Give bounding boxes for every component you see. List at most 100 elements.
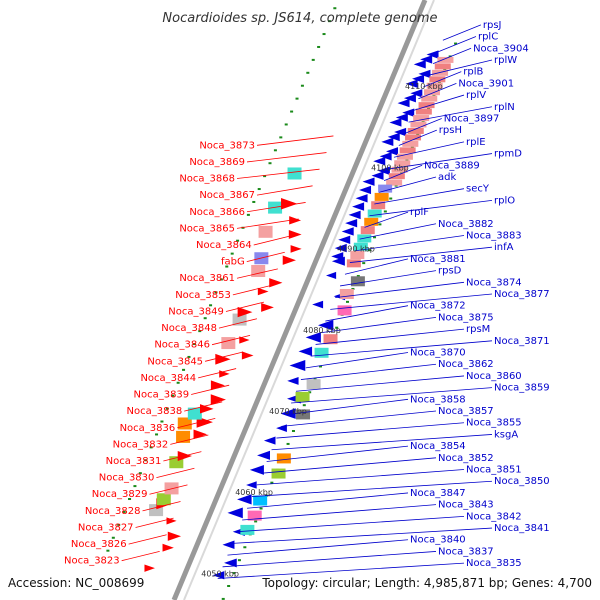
reverse-gene-box <box>314 347 329 358</box>
scale-tick-label: 4110 kbp <box>405 82 443 91</box>
reverse-gene-box <box>350 276 365 287</box>
reverse-label-leader <box>325 305 409 322</box>
map-title: Nocardioides sp. JS614, complete genome <box>162 11 437 26</box>
gc-mark <box>259 507 263 510</box>
reverse-gene-label: rpsJ <box>483 20 502 31</box>
gc-mark <box>351 287 355 290</box>
reverse-gene-box <box>295 391 310 402</box>
reverse-gene-label: Noca_3860 <box>466 371 522 382</box>
gc-mark <box>270 481 274 484</box>
reverse-gene-arrow <box>397 98 410 108</box>
reverse-gene-label: adk <box>438 172 456 183</box>
reverse-gene-label: Noca_3857 <box>438 406 494 417</box>
forward-gene-box <box>287 167 302 180</box>
gc-mark <box>122 510 126 513</box>
gc-mark <box>286 442 290 445</box>
reverse-gene-box <box>421 95 438 102</box>
reverse-gene-arrow <box>412 74 425 84</box>
reverse-label-leader <box>354 235 465 252</box>
reverse-label-leader <box>310 340 493 357</box>
gc-mark <box>209 304 213 307</box>
reverse-gene-arrow <box>276 424 287 432</box>
gc-mark <box>346 300 350 303</box>
backbone-line <box>171 0 428 600</box>
forward-gene-label: Noca_3861 <box>179 273 235 284</box>
reverse-label-leader <box>423 71 462 88</box>
forward-gene-box <box>187 407 202 420</box>
gc-mark <box>306 71 310 74</box>
forward-label-leader <box>142 501 181 512</box>
reverse-gene-box <box>437 56 454 63</box>
reverse-gene-arrow <box>312 300 324 309</box>
gc-mark <box>400 171 404 174</box>
forward-gene-arrow <box>269 278 283 288</box>
reverse-gene-box <box>394 160 411 167</box>
reverse-gene-box <box>407 127 424 134</box>
forward-gene-box <box>176 430 191 443</box>
reverse-gene-arrow <box>298 346 313 357</box>
reverse-label-leader <box>251 480 493 497</box>
reverse-gene-arrow <box>331 256 345 266</box>
gc-mark <box>405 158 409 161</box>
forward-gene-box <box>149 504 164 517</box>
gc-mark <box>176 381 180 384</box>
gc-mark <box>117 523 121 526</box>
forward-gene-arrow <box>290 245 302 253</box>
reverse-gene-arrow <box>222 540 235 549</box>
gc-mark <box>230 252 234 255</box>
forward-label-leader <box>128 534 167 545</box>
reverse-gene-label: Noca_3871 <box>494 336 550 347</box>
reverse-gene-arrow <box>362 177 375 186</box>
gc-mark <box>246 213 250 216</box>
reverse-label-leader <box>359 223 437 240</box>
reverse-gene-label: infA <box>494 242 514 253</box>
reverse-gene-box <box>367 209 382 218</box>
reverse-label-leader <box>364 211 409 228</box>
reverse-gene-label: Noca_3840 <box>410 535 466 546</box>
gc-mark <box>389 197 393 200</box>
reverse-gene-box <box>253 495 268 506</box>
reverse-gene-arrow <box>387 132 400 142</box>
reverse-label-leader <box>242 504 437 521</box>
reverse-gene-label: rplF <box>410 207 429 218</box>
reverse-gene-label: rplB <box>463 67 483 78</box>
gc-mark <box>133 485 137 488</box>
reverse-gene-box <box>247 510 262 521</box>
gc-mark <box>318 365 322 368</box>
gc-mark <box>373 236 377 239</box>
reverse-gene-label: Noca_3901 <box>458 78 514 89</box>
reverse-gene-arrow <box>373 157 386 166</box>
gc-mark <box>284 123 288 126</box>
reverse-label-leader <box>320 317 437 334</box>
reverse-gene-arrow <box>224 558 237 568</box>
forward-gene-arrow <box>239 336 250 344</box>
reverse-gene-arrow <box>345 218 358 228</box>
forward-gene-box <box>258 225 273 238</box>
reverse-gene-box <box>423 89 440 96</box>
genome-summary-text: Topology: circular; Length: 4,985,871 bp… <box>261 576 592 590</box>
reverse-gene-box <box>296 409 311 420</box>
gc-mark <box>257 188 261 191</box>
reverse-label-leader <box>256 469 465 486</box>
reverse-gene-arrow <box>371 171 384 180</box>
reverse-gene-label: Noca_3862 <box>438 359 494 370</box>
forward-gene-label: Noca_3873 <box>199 140 255 151</box>
reverse-label-leader <box>315 328 465 345</box>
forward-gene-arrow <box>210 394 226 405</box>
reverse-gene-label: Noca_3881 <box>410 254 466 265</box>
reverse-gene-box <box>339 288 354 299</box>
reverse-label-leader <box>369 199 493 217</box>
forward-gene-label: Noca_3838 <box>127 406 183 417</box>
forward-gene-arrow <box>193 429 208 440</box>
gc-mark <box>187 355 191 358</box>
forward-label-leader <box>253 235 292 246</box>
reverse-gene-arrow <box>394 127 407 137</box>
reverse-label-leader <box>398 129 437 146</box>
reverse-gene-box <box>386 179 403 186</box>
reverse-gene-label: Noca_3889 <box>424 160 480 171</box>
reverse-label-leader <box>442 24 482 41</box>
gc-mark <box>335 326 339 329</box>
forward-gene-label: Noca_3832 <box>113 439 169 450</box>
reverse-label-leader <box>247 492 409 509</box>
